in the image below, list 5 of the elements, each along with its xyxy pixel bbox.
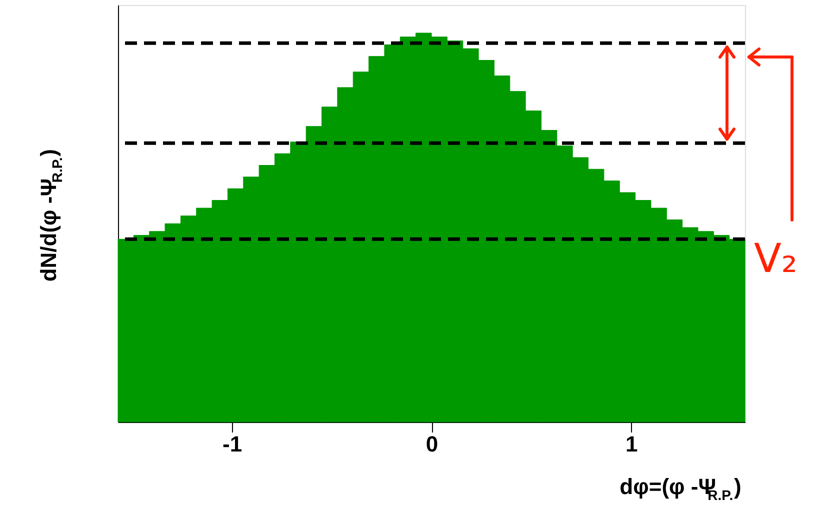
x-tick-label: 0 — [426, 432, 438, 456]
text: V₂ — [754, 236, 798, 282]
x-tick-label: -1 — [222, 432, 242, 456]
x-tick-label: 1 — [626, 432, 638, 456]
y-axis-title: dN/d(φ -ΨR.P.) — [36, 149, 65, 282]
